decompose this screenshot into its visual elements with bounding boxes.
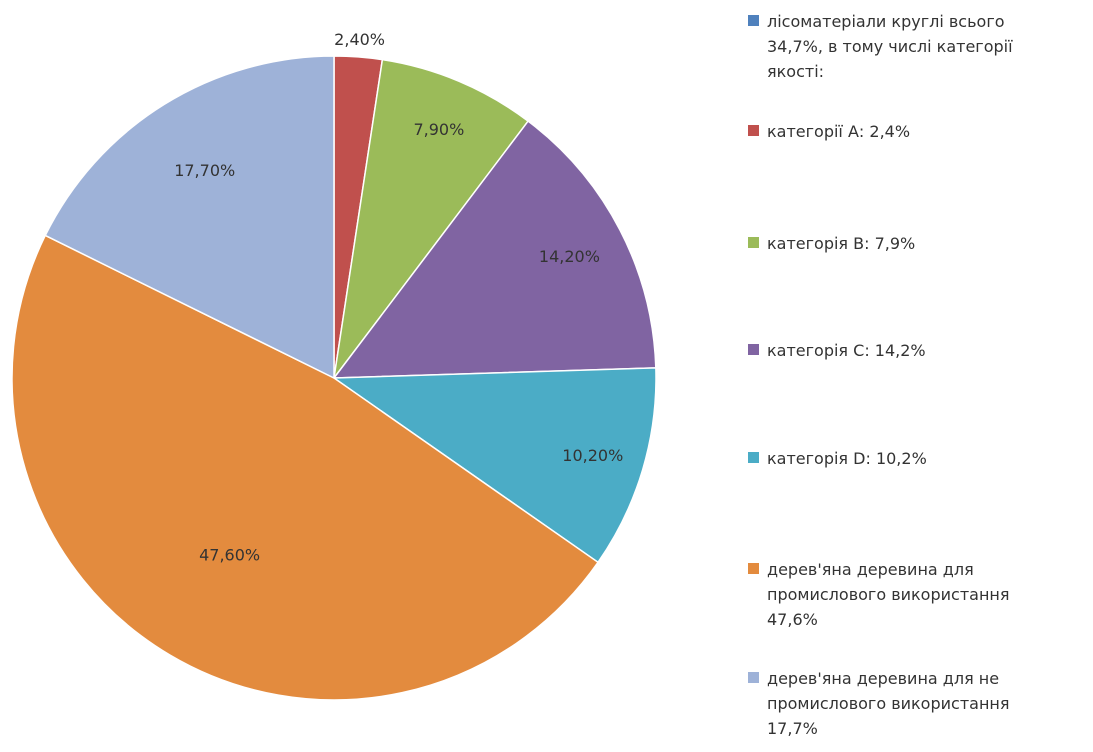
legend-item-category-b: категорія В: 7,9% [748,231,1083,256]
legend-label: категорія В: 7,9% [767,234,916,253]
legend-label: лісоматеріали круглі всього 34,7%, в том… [767,12,1013,81]
pie-data-label: 10,20% [562,446,623,465]
legend-item-non-industrial-wood: дерев'яна деревина для не промислового в… [748,666,1083,741]
legend-swatch [748,237,759,248]
legend-item-industrial-wood: дерев'яна деревина для промислового вико… [748,557,1083,632]
pie-slice [333,58,530,379]
legend-swatch [748,125,759,136]
pie-data-label: 17,70% [174,161,235,180]
legend-item-round-timber: лісоматеріали круглі всього 34,7%, в том… [748,9,1083,84]
legend-swatch [748,344,759,355]
legend-item-category-c: категорія С: 14,2% [748,338,1083,363]
pie-data-label: 2,40% [334,30,385,49]
legend-item-category-d: категорія D: 10,2% [748,446,1083,471]
legend-label: дерев'яна деревина для не промислового в… [767,669,1010,738]
legend-swatch [748,15,759,26]
legend-label: категорія D: 10,2% [767,449,927,468]
legend-item-category-a: категорії А: 2,4% [748,119,1083,144]
legend-swatch [748,563,759,574]
legend-swatch [748,452,759,463]
pie-slice [332,120,657,379]
pie-data-label: 47,60% [199,546,260,565]
legend-label: категорії А: 2,4% [767,122,911,141]
legend-label: категорія С: 14,2% [767,341,926,360]
pie-data-label: 14,20% [539,247,600,266]
pie-slice [11,234,600,701]
legend-label: дерев'яна деревина для промислового вико… [767,560,1010,629]
legend: лісоматеріали круглі всього 34,7%, в том… [748,0,1088,752]
pie-data-label: 7,90% [413,120,464,139]
pie-slice [331,367,657,564]
legend-swatch [748,672,759,683]
pie-slice [44,55,335,380]
pie-chart: 2,40% 7,90% 14,20% 10,20% 47,60% 17,70% [11,30,657,701]
